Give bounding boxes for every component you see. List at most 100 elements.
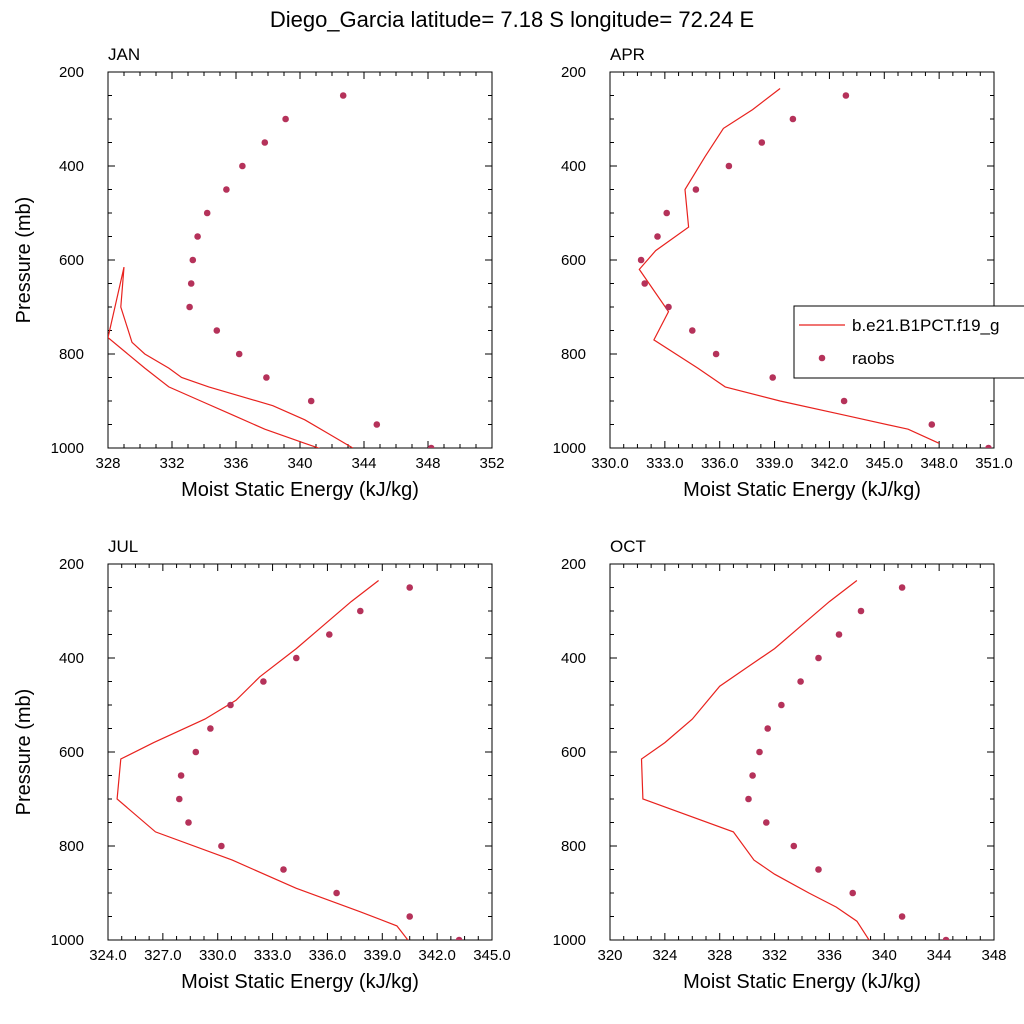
raobs-point (261, 139, 269, 146)
raobs-point (764, 725, 771, 732)
model-line (640, 580, 870, 940)
x-tick-label: 333.0 (254, 947, 292, 964)
raobs-point (326, 631, 333, 638)
legend-obs-swatch (818, 354, 826, 362)
x-tick-label: 351.0 (975, 455, 1013, 472)
x-tick-label: 344 (351, 455, 376, 472)
raobs-point (357, 607, 364, 615)
model-line (108, 266, 354, 448)
x-tick-label: 344 (927, 947, 952, 964)
panels: JAN 328 332 336 340 344 348 352 200 400 600 800 1000… (13, 45, 1024, 993)
panel-label: JAN (108, 45, 140, 64)
x-tick-label: 348 (415, 455, 440, 472)
raobs-point (842, 92, 850, 99)
x-axis-label: Moist Static Energy (kJ/kg) (683, 479, 921, 501)
raobs-point (339, 92, 347, 99)
x-tick-label: 336 (817, 947, 842, 964)
y-axis-label: Pressure (mb) (13, 689, 35, 816)
x-tick-label: 332 (762, 947, 787, 964)
raobs-point (749, 772, 756, 779)
raobs-point (203, 209, 211, 217)
plot-frame (609, 563, 995, 941)
plot-area (116, 580, 463, 940)
raobs-point (207, 725, 214, 732)
raobs-point (189, 256, 197, 264)
y-tick-label: 800 (561, 838, 586, 855)
raobs-point (857, 607, 865, 615)
panel-jul: JUL 324.0 327.0 330.0 333.0 336.0 339.0 342.0 34… (13, 537, 511, 993)
y-tick-label: 1000 (553, 440, 586, 457)
raobs-point (763, 819, 770, 826)
x-tick-label: 336.0 (701, 455, 739, 472)
y-tick-label: 1000 (553, 932, 586, 949)
plot-frame (107, 71, 493, 449)
plot-area (640, 580, 950, 940)
raobs-point (194, 233, 201, 240)
raobs-point (223, 186, 230, 193)
raobs-point (849, 889, 856, 897)
x-tick-label: 340 (872, 947, 897, 964)
x-tick-label: 342.0 (418, 947, 456, 964)
y-tick-label: 600 (561, 252, 586, 269)
panel-label: JUL (108, 537, 138, 556)
raobs-point (307, 397, 315, 405)
x-tick-label: 320 (597, 947, 622, 964)
raobs-point (725, 162, 733, 170)
x-tick-label: 327.0 (144, 947, 182, 964)
y-tick-label: 600 (59, 252, 84, 269)
raobs-point (373, 421, 381, 428)
x-tick-label: 328 (707, 947, 732, 964)
raobs-point (665, 303, 672, 311)
x-tick-label: 339.0 (364, 947, 402, 964)
panel-jan: JAN 328 332 336 340 344 348 352 200 400 600 800 1000… (13, 45, 505, 501)
x-tick-label: 345.0 (473, 947, 511, 964)
raobs-point (192, 748, 200, 756)
y-tick-label: 400 (561, 650, 586, 667)
legend-model-label: b.e21.B1PCT.f19_g (852, 316, 999, 335)
y-tick-label: 600 (561, 744, 586, 761)
y-tick-label: 600 (59, 744, 84, 761)
x-tick-label: 330.0 (199, 947, 237, 964)
x-tick-label: 336.0 (309, 947, 347, 964)
raobs-point (213, 327, 221, 334)
raobs-point (218, 842, 225, 850)
raobs-point (227, 701, 234, 709)
x-tick-label: 352 (479, 455, 504, 472)
x-tick-label: 324 (652, 947, 677, 964)
y-tick-label: 400 (59, 158, 84, 175)
raobs-point (282, 115, 289, 123)
y-tick-label: 800 (59, 838, 84, 855)
plot-frame (107, 563, 493, 941)
y-tick-label: 400 (561, 158, 586, 175)
x-tick-label: 339.0 (756, 455, 794, 472)
raobs-point (840, 397, 848, 405)
y-tick-label: 1000 (51, 932, 84, 949)
x-axis-label: Moist Static Energy (kJ/kg) (683, 971, 921, 993)
x-tick-label: 336 (223, 455, 248, 472)
panel-apr: APR 330.0 333.0 336.0 339.0 342.0 345.0 348.0 35… (553, 45, 1013, 501)
x-axis-label: Moist Static Energy (kJ/kg) (181, 971, 419, 993)
raobs-point (985, 444, 992, 448)
x-tick-label: 340 (287, 455, 312, 472)
x-tick-label: 324.0 (89, 947, 127, 964)
y-tick-label: 800 (59, 346, 84, 363)
raobs-point (692, 186, 700, 193)
y-tick-label: 200 (59, 64, 84, 81)
legend-box (793, 305, 1024, 379)
raobs-point (898, 913, 906, 920)
raobs-point (928, 421, 936, 428)
plot-area (637, 88, 992, 448)
x-tick-label: 330.0 (591, 455, 629, 472)
plot-frame (609, 71, 995, 449)
raobs-point (280, 866, 287, 873)
raobs-point (427, 444, 435, 448)
raobs-point (235, 350, 243, 358)
x-tick-label: 342.0 (811, 455, 849, 472)
raobs-point (745, 795, 752, 803)
x-tick-label: 348 (981, 947, 1006, 964)
y-tick-label: 200 (59, 556, 84, 573)
raobs-point (689, 327, 696, 334)
model-line (638, 88, 940, 444)
